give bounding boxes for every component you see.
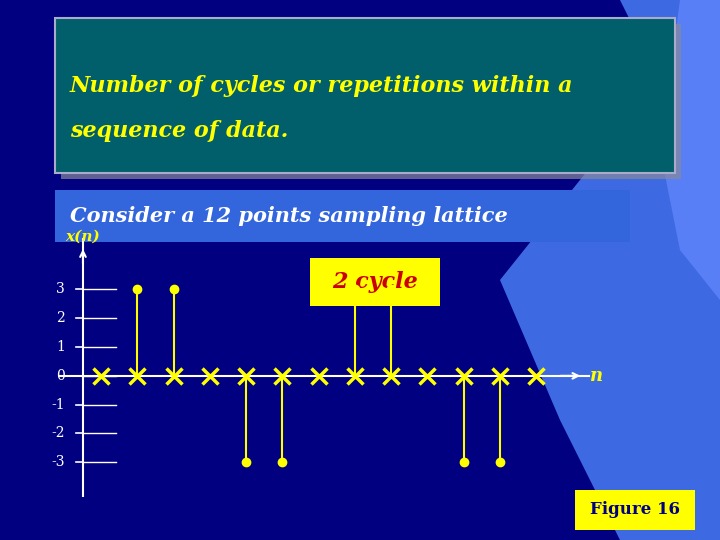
- Text: -2: -2: [51, 427, 65, 441]
- Text: -3: -3: [51, 455, 65, 469]
- Text: 1: 1: [56, 340, 65, 354]
- Text: sequence of data.: sequence of data.: [70, 120, 289, 142]
- FancyBboxPatch shape: [55, 190, 630, 242]
- PathPatch shape: [500, 0, 720, 540]
- Text: n: n: [590, 367, 603, 385]
- Text: 0: 0: [56, 369, 65, 383]
- Text: 2: 2: [56, 311, 65, 325]
- Text: x(n): x(n): [66, 229, 100, 243]
- Text: Number of cycles or repetitions within a: Number of cycles or repetitions within a: [70, 75, 574, 97]
- Text: Consider a 12 points sampling lattice: Consider a 12 points sampling lattice: [70, 206, 508, 226]
- Text: -1: -1: [51, 397, 65, 411]
- FancyBboxPatch shape: [575, 490, 695, 530]
- FancyBboxPatch shape: [55, 18, 675, 173]
- PathPatch shape: [660, 0, 720, 300]
- FancyBboxPatch shape: [310, 258, 440, 306]
- FancyBboxPatch shape: [61, 24, 681, 179]
- Text: Figure 16: Figure 16: [590, 502, 680, 518]
- Text: 3: 3: [56, 282, 65, 296]
- Text: 2 cycle: 2 cycle: [332, 271, 418, 293]
